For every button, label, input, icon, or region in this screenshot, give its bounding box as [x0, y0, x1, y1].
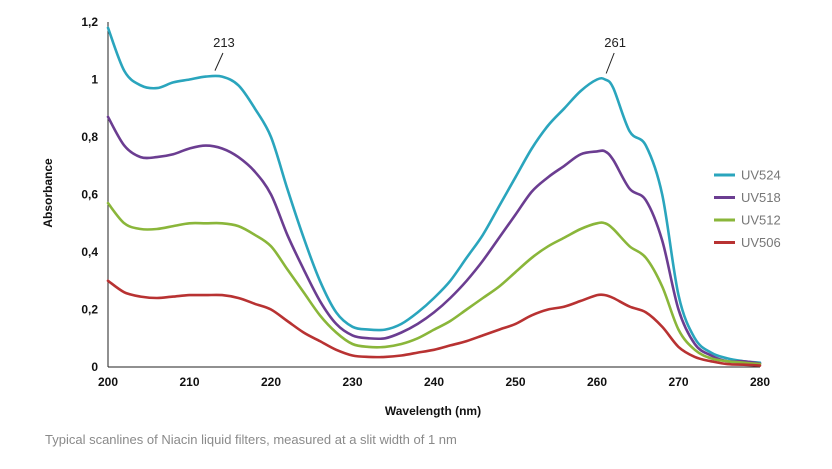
x-tick-label: 230	[342, 375, 362, 389]
chart-annotations: 213 261	[213, 35, 626, 74]
chart-axes: 200 210 220 230 240 250 260 270 280 0 0,2 0,4 0,6 0,8…	[81, 15, 770, 389]
legend-label-uv518: UV518	[741, 190, 781, 205]
peak-annotation-label: 213	[213, 35, 235, 50]
y-tick-label: 0,2	[81, 303, 98, 317]
peak-annotation-label: 261	[604, 35, 626, 50]
x-tick-label: 260	[587, 375, 607, 389]
x-tick-label: 220	[261, 375, 281, 389]
series-line-uv506	[106, 279, 762, 367]
y-tick-label: 0	[91, 360, 98, 374]
y-tick-label: 0,4	[81, 245, 98, 259]
absorbance-chart: 200 210 220 230 240 250 260 270 280 0 0,2 0,4 0,6 0,8…	[41, 15, 781, 418]
legend-label-uv524: UV524	[741, 168, 781, 183]
x-tick-label: 200	[98, 375, 118, 389]
x-tick-label: 240	[424, 375, 444, 389]
y-tick-label: 0,8	[81, 130, 98, 144]
x-tick-label: 250	[505, 375, 525, 389]
y-tick-label: 1,2	[81, 15, 98, 29]
x-tick-label: 280	[750, 375, 770, 389]
series-line-uv512	[106, 201, 762, 366]
x-axis-title: Wavelength (nm)	[385, 404, 481, 418]
chart-legend: UV524 UV518 UV512 UV506	[714, 168, 781, 250]
peak-annotation-leader	[605, 52, 615, 74]
y-tick-label: 1	[91, 73, 98, 87]
legend-label-uv506: UV506	[741, 235, 781, 250]
legend-label-uv512: UV512	[741, 213, 781, 228]
series-line-uv518	[106, 115, 762, 365]
y-axis-title: Absorbance	[41, 158, 55, 228]
x-tick-label: 270	[668, 375, 688, 389]
y-tick-label: 0,6	[81, 188, 98, 202]
x-tick-label: 210	[179, 375, 199, 389]
figure-caption: Typical scanlines of Niacin liquid filte…	[45, 432, 457, 447]
peak-annotation-leader	[214, 52, 224, 71]
chart-series-group	[106, 26, 762, 367]
series-line-uv524	[106, 26, 762, 364]
